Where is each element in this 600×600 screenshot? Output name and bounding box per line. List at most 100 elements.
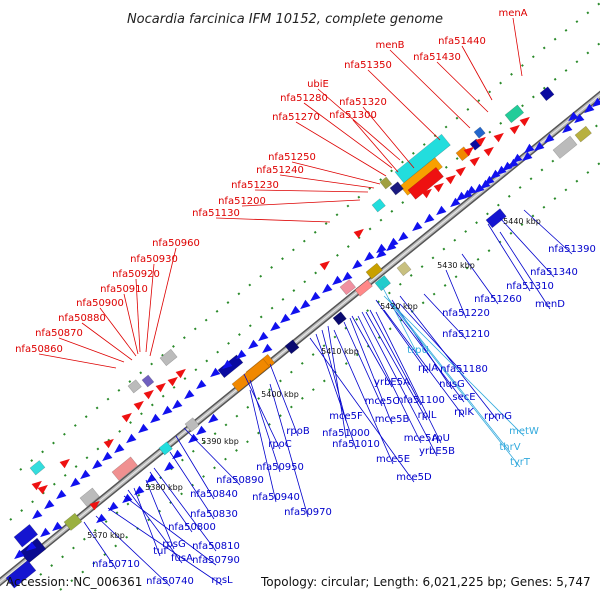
gene-arrow-85 [196, 425, 207, 436]
gene-arrow-97 [568, 111, 579, 122]
reverse-gene-connector-5 [445, 269, 467, 319]
gene-block-7 [354, 279, 373, 297]
gene-arrow-39 [412, 221, 423, 232]
gene-arrow-69 [70, 477, 81, 488]
reverse-gene-label-36: rpsG [162, 539, 185, 550]
gene-arrow-64 [126, 433, 137, 444]
reverse-gene-label-2: nfa51310 [506, 281, 554, 292]
reverse-gene-label-30: nfa50840 [190, 489, 238, 500]
reverse-gene-connector-0 [523, 209, 573, 255]
reverse-gene-connector-7 [399, 303, 465, 375]
forward-gene-connector-3 [436, 61, 489, 113]
gene-arrow-14 [175, 368, 186, 379]
gene-arrow-57 [210, 367, 221, 378]
reverse-gene-connector-25 [309, 337, 415, 483]
gene-arrow-5 [483, 146, 494, 157]
reverse-gene-label-35: nfa50810 [192, 541, 240, 552]
rna-gene-connector-1 [383, 295, 525, 437]
gene-arrow-67 [92, 459, 103, 470]
gene-block-30 [158, 441, 173, 456]
forward-gene-connector-1 [461, 45, 493, 101]
forward-gene-label-5: ubiE [307, 79, 329, 90]
reverse-gene-label-24: mce5E [376, 454, 410, 465]
gene-arrow-56 [222, 359, 233, 370]
gene-arrow-95 [512, 153, 523, 164]
rna-gene-label-0: trpU [407, 345, 429, 356]
gene-block-32 [332, 311, 347, 326]
forward-gene-label-0: menA [498, 8, 527, 19]
gene-arrow-18 [37, 484, 48, 495]
reverse-gene-label-6: nfa51210 [442, 329, 490, 340]
map-title: Nocardia farcinica IFM 10152, complete g… [127, 12, 443, 27]
forward-gene-label-6: nfa51280 [280, 93, 328, 104]
gene-arrow-27 [592, 97, 600, 108]
rna-gene-label-1: metW [509, 426, 539, 437]
forward-gene-label-21: nfa50870 [35, 328, 83, 339]
gene-arrow-47 [322, 283, 333, 294]
gene-arrow-60 [172, 399, 183, 410]
gene-arrow-58 [196, 379, 207, 390]
reverse-gene-label-28: nfa50950 [256, 462, 304, 473]
gene-arrow-86 [208, 413, 219, 424]
reverse-gene-label-13: nfa51100 [397, 395, 445, 406]
reverse-gene-label-18: mce5B [375, 414, 410, 425]
gene-block-10 [552, 135, 578, 159]
gene-arrow-30 [522, 151, 533, 162]
reverse-gene-label-16: yrbE5B [419, 446, 455, 457]
reverse-gene-connector-33 [169, 451, 215, 520]
gene-arrow-25 [574, 113, 585, 124]
gene-block-18 [5, 560, 37, 589]
reverse-gene-label-19: mce5C [365, 396, 400, 407]
gene-arrow-84 [188, 433, 199, 444]
reverse-gene-connector-8 [391, 299, 453, 390]
reverse-gene-label-23: nfa51010 [332, 439, 380, 450]
gene-arrow-68 [80, 469, 91, 480]
gene-arrow-22 [319, 260, 330, 271]
forward-gene-connector-0 [512, 17, 523, 77]
reverse-gene-connector-16 [361, 311, 438, 457]
gene-block-19 [159, 348, 178, 367]
forward-gene-connector-2 [389, 49, 471, 129]
gene-arrow-83 [172, 449, 183, 460]
gene-arrow-54 [248, 339, 259, 350]
kbp-ticks: 5370 kbp 5380 kbp 5390 kbp 5400 kbp 5410 kbp… [87, 217, 541, 540]
reverse-gene-label-32: nfa50970 [284, 507, 332, 518]
reverse-gene-label-20: yrbE5A [374, 377, 410, 388]
reverse-gene-connector-38 [127, 489, 183, 564]
gene-arrow-73 [52, 521, 63, 532]
gene-arrow-51 [280, 313, 291, 324]
gene-arrow-31 [508, 158, 519, 169]
gene-arrow-49 [300, 299, 311, 310]
reverse-gene-connector-37 [133, 487, 161, 557]
gene-arrow-93 [490, 169, 501, 180]
reverse-gene-connector-35 [153, 467, 217, 552]
forward-gene-label-20: nfa50880 [58, 313, 106, 324]
gene-block-17 [19, 537, 47, 564]
gene-arrow-52 [270, 321, 281, 332]
rna-gene-connector-2 [387, 297, 511, 453]
forward-gene-label-11: nfa51240 [256, 165, 304, 176]
reverse-gene-label-9: secE [452, 392, 475, 403]
gene-arrow-42 [376, 243, 387, 254]
gene-block-4 [231, 358, 270, 393]
reverse-gene-connector-42 [107, 507, 223, 586]
gene-arrow-66 [102, 451, 113, 462]
gene-block-15 [63, 512, 83, 531]
reverse-gene-label-21: nfa51000 [322, 428, 370, 439]
forward-gene-connector-18 [123, 293, 139, 355]
reverse-gene-connector-19 [343, 321, 383, 407]
gene-block-35 [485, 208, 507, 229]
forward-gene-label-12: nfa51230 [231, 180, 279, 191]
forward-gene-connector-7 [362, 106, 415, 169]
gene-arrow-0 [421, 188, 432, 199]
gene-arrow-59 [184, 389, 195, 400]
gene-arrow-50 [290, 305, 301, 316]
reverse-gene-label-22: mce5F [329, 411, 363, 422]
reverse-gene-connector-39 [123, 495, 217, 566]
reverse-gene-label-25: mce5D [396, 472, 432, 483]
gene-arrow-45 [342, 271, 353, 282]
gene-arrow-96 [524, 143, 535, 154]
gene-arrow-20 [103, 438, 114, 449]
gene-arrow-82 [164, 461, 175, 472]
